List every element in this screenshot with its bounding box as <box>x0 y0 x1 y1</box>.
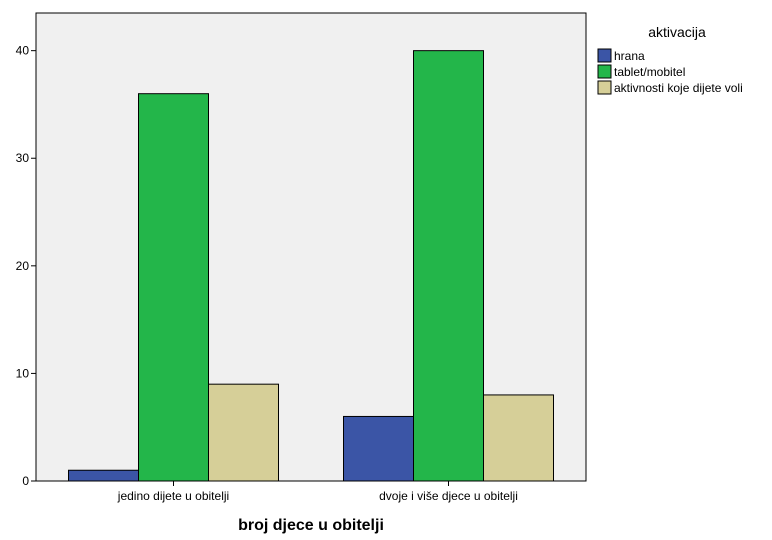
bar-tablet-mobitel <box>138 93 209 482</box>
bar-hrana <box>343 415 414 482</box>
bar-aktivnosti-koje-dijete-voli <box>208 383 279 482</box>
y-tick-label: 0 <box>22 474 29 488</box>
legend-swatch <box>597 64 612 79</box>
x-axis-label: broj djece u obitelji <box>238 517 384 534</box>
bar-tablet-mobitel <box>413 50 484 482</box>
legend-swatch <box>597 80 612 95</box>
x-tick-label: jedino dijete u obitelji <box>117 489 229 503</box>
y-axis: 0 10 20 30 40 <box>16 44 36 488</box>
y-tick-label: 30 <box>16 151 30 165</box>
legend-swatch <box>597 48 612 63</box>
legend-label: aktivnosti koje dijete voli <box>614 81 743 95</box>
bars <box>68 50 554 482</box>
legend-title: aktivacija <box>648 24 706 40</box>
x-tick-label: dvoje i više djece u obitelji <box>379 489 518 503</box>
legend: aktivacija hrana tablet/mobitel aktivnosti… <box>597 24 743 95</box>
bar-aktivnosti-koje-dijete-voli <box>483 394 554 482</box>
legend-label: hrana <box>614 49 645 63</box>
y-tick-label: 40 <box>16 44 30 58</box>
x-axis: jedino dijete u obitelji dvoje i više dje… <box>117 481 518 503</box>
legend-label: tablet/mobitel <box>614 65 685 79</box>
bar-hrana <box>68 469 139 482</box>
y-tick-label: 10 <box>16 366 30 380</box>
y-tick-label: 20 <box>16 259 30 273</box>
